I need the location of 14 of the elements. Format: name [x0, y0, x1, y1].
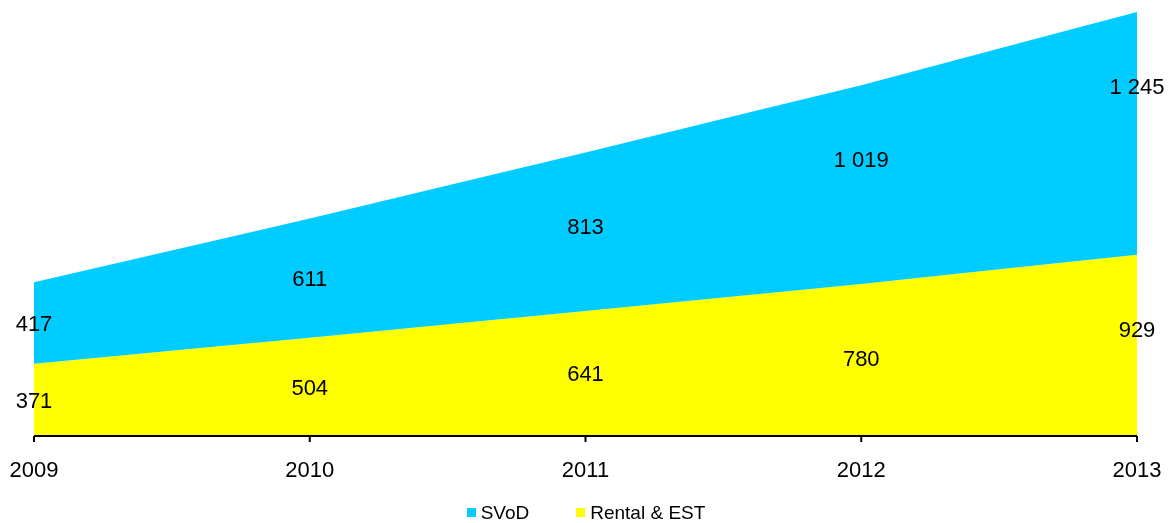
legend-label: Rental & EST [590, 502, 706, 523]
data-label: 780 [842, 345, 880, 371]
data-label: 813 [567, 214, 604, 240]
x-tick-label: 2010 [285, 456, 335, 482]
x-tick-label: 2011 [561, 456, 610, 482]
data-label: 1 019 [833, 147, 889, 173]
x-tick-label: 2009 [9, 456, 59, 482]
data-label: 611 [292, 266, 328, 292]
data-label: 371 [15, 387, 53, 413]
data-label: 641 [567, 361, 604, 387]
data-label: 504 [291, 374, 329, 400]
legend-label: SVoD [480, 502, 530, 523]
x-tick-label: 2012 [836, 456, 886, 482]
x-tick-label: 2013 [1112, 456, 1162, 482]
